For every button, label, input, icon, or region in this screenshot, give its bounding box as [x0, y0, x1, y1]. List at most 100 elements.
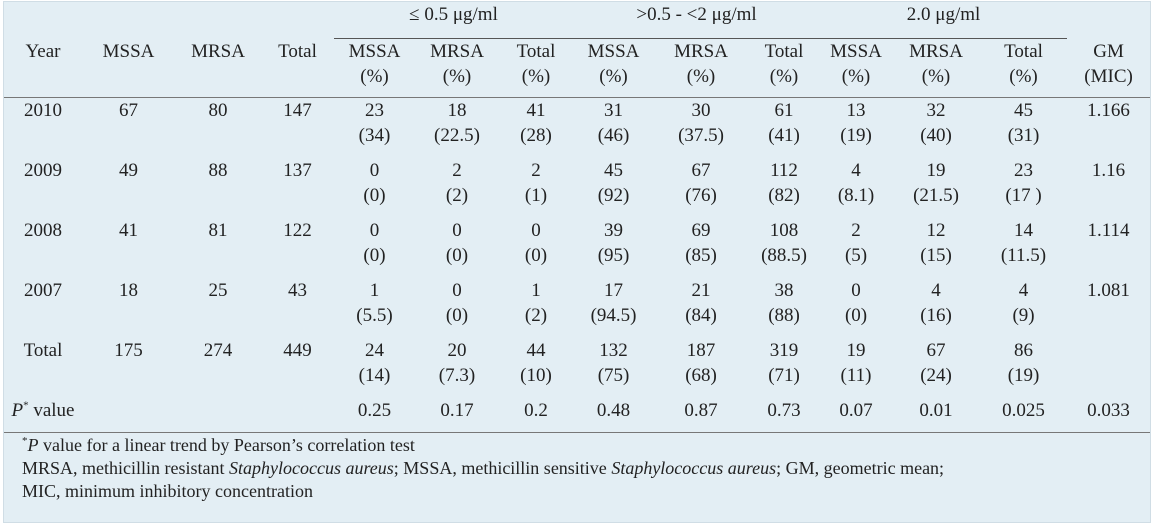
cell-total: 449 [283, 340, 312, 361]
row-year: 2008 [24, 220, 62, 241]
species-name: Staphylococcus aureus [229, 458, 394, 478]
cell-count-pct: 32 (40) [920, 100, 952, 146]
cell-count-pct: 0 (0) [363, 220, 386, 266]
cell-count-pct: 0 (0) [844, 280, 868, 326]
column-header: Total [261, 38, 334, 98]
cell-count-pct: 2 (5) [844, 220, 868, 266]
cell-mrsa: 274 [203, 340, 233, 361]
p-value-cell: 0.25 [334, 398, 415, 433]
row-year: Total [23, 340, 63, 361]
cell-mrsa: 25 [208, 280, 228, 301]
cell-count-pct: 108 (88.5) [761, 220, 807, 266]
cell-gm: 1.166 [1087, 100, 1130, 121]
p-value-cell: 0.01 [892, 398, 981, 433]
cell-gm: 1.081 [1087, 280, 1130, 301]
concentration-group-header: 2.0 μg/ml [820, 2, 1068, 39]
table-footnotes: *P value for a linear trend by Pearson’s… [22, 434, 944, 503]
footnote-text: ; GM, geometric mean; [776, 458, 945, 478]
cell-count-pct: 112 (82) [768, 160, 800, 206]
cell-count-pct: 14 (11.5) [1000, 220, 1047, 266]
footnote-line: MIC, minimum inhibitory concentration [22, 481, 313, 501]
column-header: Year [4, 38, 82, 98]
cell-mssa: 175 [114, 340, 143, 361]
footnote-text: value for a linear trend by Pearson’s co… [38, 435, 415, 455]
cell-count-pct: 41 (28) [520, 100, 552, 146]
table-row: 2010 67 80 147 23 (34) 18 (22.5) 41 (28) 31 (46) 30(… [4, 98, 1150, 159]
cell-total: 147 [283, 100, 312, 121]
cell-mssa: 41 [119, 220, 138, 241]
table-panel: ≤ 0.5 μg/ml >0.5 - <2 μg/ml 2.0 μg/ml Ye… [3, 1, 1151, 523]
asterisk-mark: * [22, 435, 28, 447]
table-row: 2007 18 25 43 1 (5.5) 0 (0) 1 (2) 17 (94.5) 21 (84) 38… [4, 278, 1150, 338]
cell-count-pct: 2 (2) [445, 160, 469, 206]
cell-count-pct: 61 (41) [768, 100, 800, 146]
cell-count-pct: 4 (16) [920, 280, 952, 326]
cell-count-pct: 44 (10) [520, 340, 552, 386]
cell-count-pct: 24 (14) [358, 340, 391, 386]
mic-distribution-table: ≤ 0.5 μg/ml >0.5 - <2 μg/ml 2.0 μg/ml Ye… [4, 2, 1151, 433]
cell-count-pct: 67 (24) [920, 340, 952, 386]
cell-count-pct: 4 (8.1) [837, 160, 875, 206]
p-value-cell: 0.17 [415, 398, 499, 433]
column-header-gm: GM (MIC) [1067, 38, 1151, 98]
cell-count-pct: 4 (9) [1012, 280, 1035, 326]
column-header: MRSA (%) [892, 38, 981, 98]
table-row: 2009 49 88 137 0 (0) 2 (2) 2 (1) 45 (92) 67 (76) 112 (8… [4, 158, 1150, 218]
cell-count-pct: 86 (19) [1007, 340, 1040, 386]
cell-count-pct: 19 (21.5) [913, 160, 959, 206]
cell-count-pct: 0 (0) [445, 280, 469, 326]
cell-count-pct: 13 (19) [840, 100, 872, 146]
cell-count-pct: 30 (37.5) [678, 100, 724, 146]
p-label-rest: value [28, 400, 75, 421]
column-header: Total (%) [499, 38, 574, 98]
cell-count-pct: 20 (7.3) [438, 340, 476, 386]
column-header: MSSA [82, 38, 175, 98]
cell-count-pct: 1 (5.5) [356, 280, 393, 326]
cell-gm [1067, 338, 1150, 398]
cell-count-pct: 12 (15) [920, 220, 952, 266]
cell-count-pct: 18 (22.5) [434, 100, 480, 146]
p-italic: P [11, 400, 24, 421]
species-name: Staphylococcus aureus [611, 458, 777, 478]
cell-total: 137 [283, 160, 312, 181]
cell-total: 122 [283, 220, 312, 241]
cell-count-pct: 2 (1) [524, 160, 548, 206]
p-value-row: P* value 0.25 0.17 0.2 0.48 0.87 0.73 0.07 0.01… [4, 398, 1151, 433]
row-year: 2007 [24, 280, 62, 301]
cell-count-pct: 0 (0) [524, 220, 548, 266]
concentration-group-header: ≤ 0.5 μg/ml [334, 2, 574, 39]
cell-mssa: 67 [119, 100, 138, 121]
cell-count-pct: 69 (85) [685, 220, 717, 266]
cell-count-pct: 39 (95) [597, 220, 630, 266]
column-header: MRSA (%) [415, 38, 499, 98]
cell-count-pct: 23 (17 ) [1005, 160, 1042, 206]
column-header: Total (%) [980, 38, 1068, 98]
cell-mssa: 18 [119, 280, 138, 301]
cell-count-pct: 132 (75) [597, 340, 630, 386]
cell-count-pct: 45 (31) [1007, 100, 1040, 146]
cell-total: 43 [288, 280, 307, 301]
table-row: 2008 41 81 122 0 (0) 0 (0) 0 (0) 39 (95) 69 (85) 108 (8… [4, 218, 1150, 278]
cell-count-pct: 319 (71) [768, 340, 800, 386]
column-header: MSSA (%) [820, 38, 893, 98]
cell-count-pct: 187 (68) [685, 340, 717, 386]
cell-count-pct: 45 (92) [597, 160, 630, 206]
cell-mrsa: 81 [208, 220, 228, 241]
concentration-group-header: >0.5 - <2 μg/ml [573, 2, 821, 39]
concentration-header-row: ≤ 0.5 μg/ml >0.5 - <2 μg/ml 2.0 μg/ml [4, 2, 1150, 39]
p-value-cell: 0.2 [499, 398, 574, 433]
footnote-line: MRSA, methicillin resistant Staphylococc… [22, 457, 944, 480]
p-value-cell: 0.48 [573, 398, 655, 433]
p-value-cell: 0.73 [748, 398, 821, 433]
p-value-label: P* value [4, 398, 82, 433]
cell-count-pct: 19 (11) [840, 340, 872, 386]
column-header: MRSA (%) [654, 38, 749, 98]
cell-gm: 1.16 [1091, 160, 1126, 181]
cell-count-pct: 1 (2) [524, 280, 548, 326]
column-header-row: Year MSSA MRSA Total MSSA (%) MRSA (%) Total… [4, 38, 1151, 98]
footnote-text: ; MSSA, methicillin sensitive [393, 458, 612, 478]
cell-count-pct: 0 (0) [363, 160, 386, 206]
column-header: MSSA (%) [573, 38, 655, 98]
asterisk-mark: * [23, 399, 29, 412]
cell-mssa: 49 [119, 160, 138, 181]
